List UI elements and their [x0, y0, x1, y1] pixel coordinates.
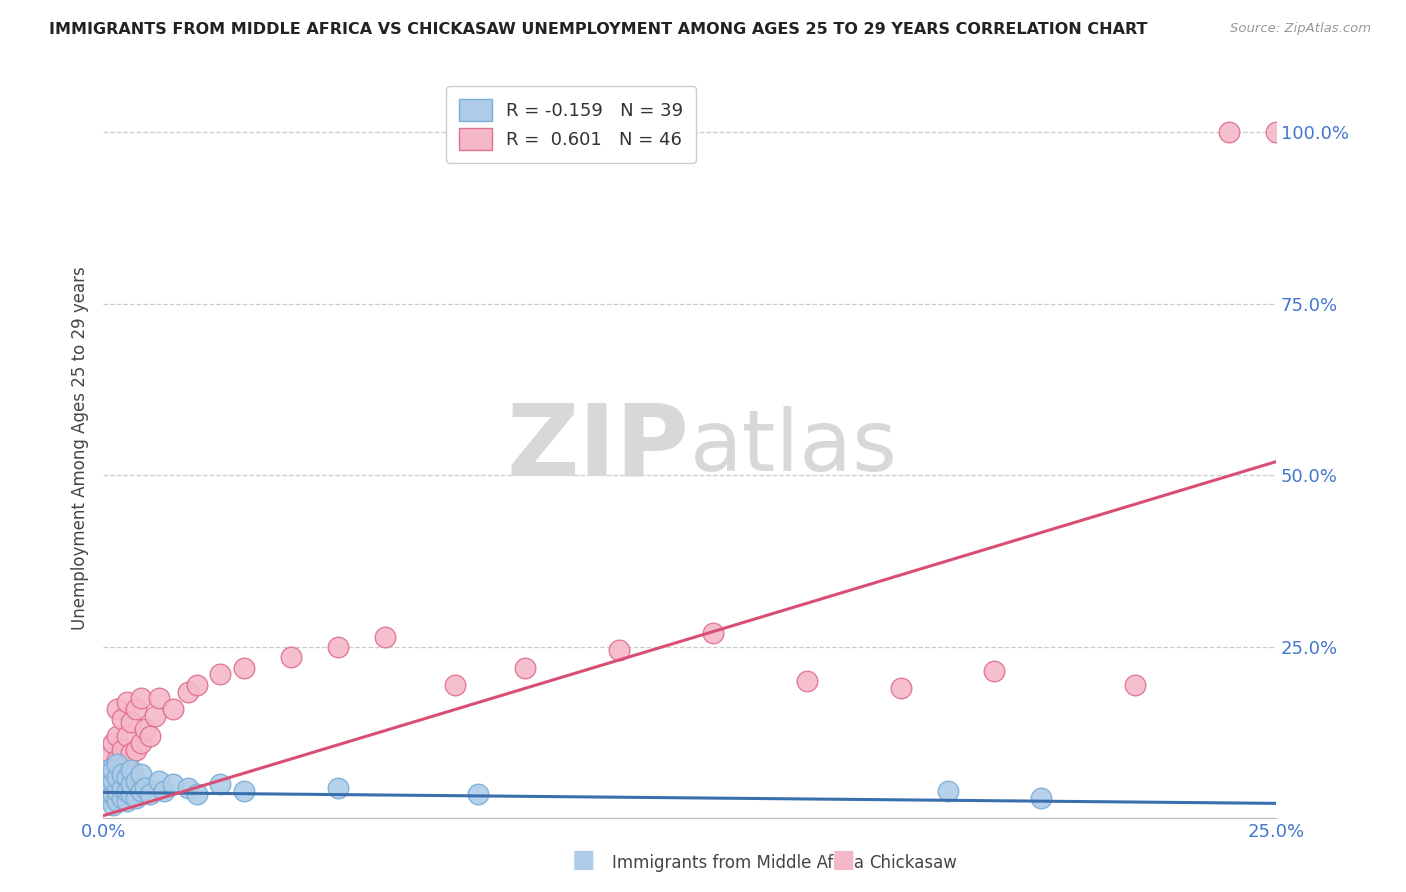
- Point: [91, 784, 114, 798]
- Text: ■: ■: [572, 848, 595, 872]
- Point: [1265, 125, 1288, 139]
- Point: [111, 712, 134, 726]
- Text: Chickasaw: Chickasaw: [869, 855, 956, 872]
- Point: [129, 736, 152, 750]
- Point: [1123, 678, 1146, 692]
- Point: [120, 788, 142, 802]
- Point: [105, 729, 128, 743]
- Point: [101, 764, 124, 778]
- Point: [936, 784, 959, 798]
- Point: [134, 780, 156, 795]
- Text: ZIP: ZIP: [506, 400, 689, 497]
- Point: [125, 790, 148, 805]
- Point: [105, 753, 128, 767]
- Point: [111, 780, 134, 795]
- Point: [176, 780, 198, 795]
- Point: [105, 784, 128, 798]
- Point: [890, 681, 912, 695]
- Point: [97, 784, 120, 798]
- Point: [232, 784, 254, 798]
- Point: [983, 664, 1005, 678]
- Point: [1218, 125, 1240, 139]
- Point: [186, 678, 208, 692]
- Point: [115, 770, 138, 784]
- Point: [280, 650, 302, 665]
- Point: [1031, 790, 1053, 805]
- Point: [115, 794, 138, 808]
- Point: [101, 773, 124, 788]
- Point: [139, 788, 162, 802]
- Text: ■: ■: [832, 848, 855, 872]
- Point: [105, 756, 128, 771]
- Point: [115, 756, 138, 771]
- Point: [186, 788, 208, 802]
- Point: [91, 788, 114, 802]
- Point: [444, 678, 467, 692]
- Point: [111, 764, 134, 778]
- Point: [129, 767, 152, 781]
- Point: [134, 723, 156, 737]
- Point: [162, 701, 184, 715]
- Point: [120, 715, 142, 730]
- Point: [607, 643, 630, 657]
- Point: [105, 770, 128, 784]
- Point: [105, 770, 128, 784]
- Text: Immigrants from Middle Africa: Immigrants from Middle Africa: [612, 855, 863, 872]
- Point: [101, 736, 124, 750]
- Y-axis label: Unemployment Among Ages 25 to 29 years: Unemployment Among Ages 25 to 29 years: [72, 266, 89, 630]
- Point: [702, 626, 724, 640]
- Point: [111, 743, 134, 757]
- Point: [91, 770, 114, 784]
- Point: [91, 770, 114, 784]
- Text: atlas: atlas: [689, 407, 897, 490]
- Point: [101, 788, 124, 802]
- Text: Source: ZipAtlas.com: Source: ZipAtlas.com: [1230, 22, 1371, 36]
- Point: [115, 784, 138, 798]
- Point: [101, 797, 124, 812]
- Text: IMMIGRANTS FROM MIDDLE AFRICA VS CHICKASAW UNEMPLOYMENT AMONG AGES 25 TO 29 YEAR: IMMIGRANTS FROM MIDDLE AFRICA VS CHICKAS…: [49, 22, 1147, 37]
- Point: [125, 743, 148, 757]
- Point: [125, 773, 148, 788]
- Point: [148, 691, 170, 706]
- Point: [97, 749, 120, 764]
- Point: [153, 784, 176, 798]
- Point: [209, 667, 232, 681]
- Point: [105, 701, 128, 715]
- Point: [120, 746, 142, 760]
- Point: [176, 684, 198, 698]
- Point: [111, 767, 134, 781]
- Point: [232, 660, 254, 674]
- Point: [515, 660, 537, 674]
- Point: [97, 764, 120, 778]
- Point: [115, 729, 138, 743]
- Point: [209, 777, 232, 791]
- Point: [148, 773, 170, 788]
- Point: [467, 788, 489, 802]
- Point: [326, 780, 349, 795]
- Point: [120, 777, 142, 791]
- Point: [139, 729, 162, 743]
- Point: [97, 764, 120, 778]
- Point: [101, 777, 124, 791]
- Point: [143, 708, 166, 723]
- Point: [796, 674, 818, 689]
- Point: [125, 701, 148, 715]
- Point: [111, 790, 134, 805]
- Point: [101, 760, 124, 774]
- Point: [129, 784, 152, 798]
- Point: [129, 691, 152, 706]
- Point: [162, 777, 184, 791]
- Legend: R = -0.159   N = 39, R =  0.601   N = 46: R = -0.159 N = 39, R = 0.601 N = 46: [447, 87, 696, 163]
- Point: [115, 695, 138, 709]
- Point: [105, 794, 128, 808]
- Point: [97, 777, 120, 791]
- Point: [374, 630, 396, 644]
- Point: [120, 764, 142, 778]
- Point: [97, 790, 120, 805]
- Point: [326, 640, 349, 654]
